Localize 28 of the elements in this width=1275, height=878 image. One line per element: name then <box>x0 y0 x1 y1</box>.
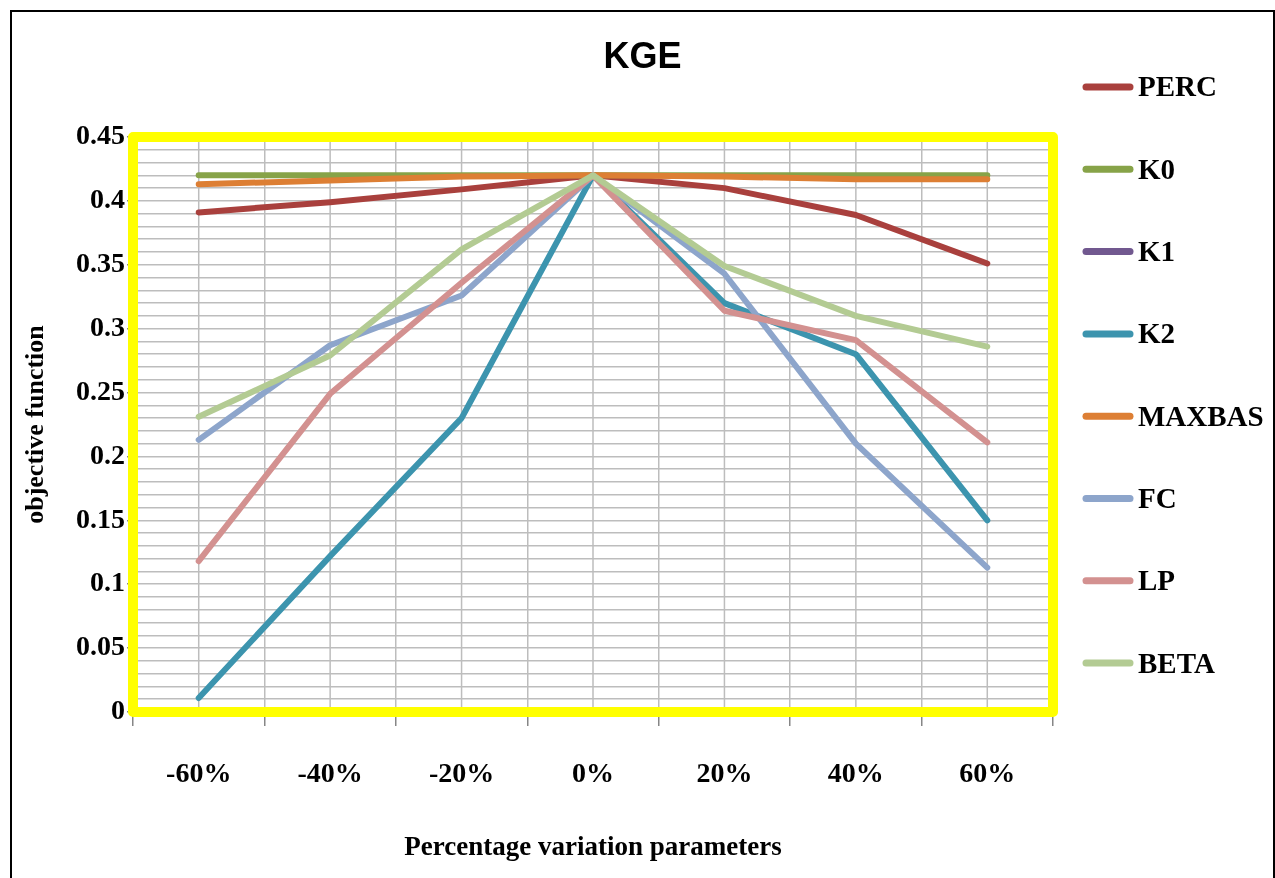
y-tick-label: 0.45 <box>76 119 125 151</box>
legend-label: BETA <box>1138 646 1215 679</box>
y-tick-label: 0.3 <box>90 310 125 342</box>
x-tick-label: 40% <box>827 757 884 789</box>
legend-label: K2 <box>1138 317 1176 350</box>
legend-label: K1 <box>1138 235 1176 268</box>
y-tick-label: 0.35 <box>76 247 125 279</box>
y-tick-label: 0 <box>111 694 125 726</box>
x-axis-title: Percentage variation parameters <box>404 830 782 861</box>
y-tick-label: 0.1 <box>90 566 125 598</box>
x-tick-label: -20% <box>428 757 495 789</box>
legend-label: K0 <box>1138 152 1176 185</box>
y-tick-label: 0.4 <box>90 183 125 215</box>
legend-label: FC <box>1138 481 1177 514</box>
x-tick-label: 20% <box>696 757 753 789</box>
legend-label: LP <box>1138 564 1176 597</box>
y-tick-label: 0.15 <box>76 502 125 534</box>
legend-label: PERC <box>1138 70 1217 103</box>
x-tick-label: -40% <box>297 757 363 789</box>
y-tick-label: 0.05 <box>76 630 125 662</box>
legend-label: MAXBAS <box>1138 399 1264 432</box>
chart-title: KGE <box>603 34 682 76</box>
x-tick-label: -60% <box>166 757 232 789</box>
x-tick-label: 0% <box>572 757 614 789</box>
x-tick-label: 60% <box>959 757 1016 789</box>
y-tick-label: 0.2 <box>90 438 125 470</box>
y-axis-title: objective function <box>20 324 50 524</box>
y-tick-label: 0.25 <box>76 374 125 406</box>
